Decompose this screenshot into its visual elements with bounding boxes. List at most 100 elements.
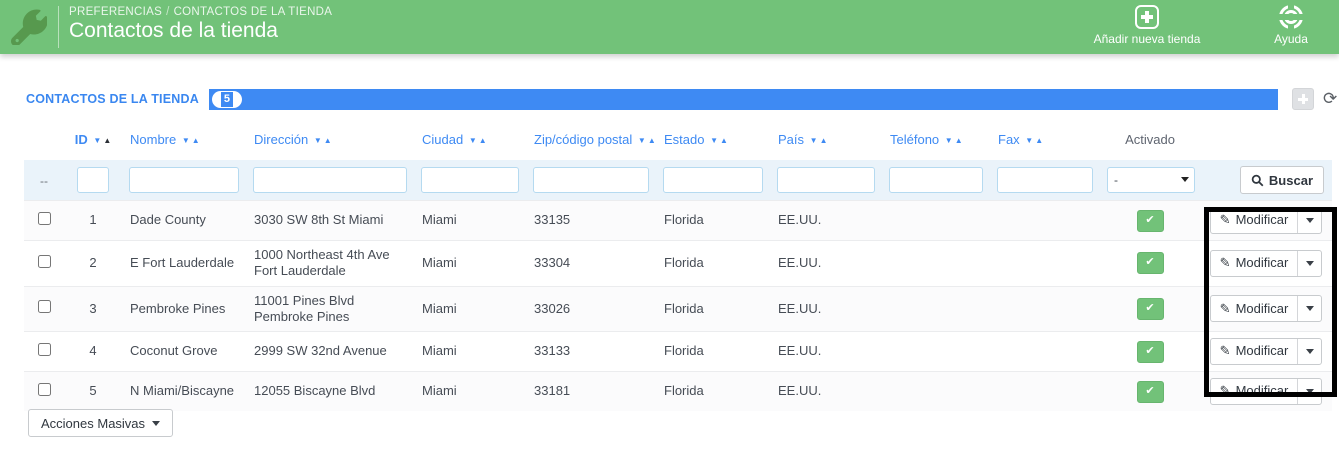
modify-button[interactable]: ✎ Modificar bbox=[1219, 212, 1289, 228]
sort-desc-icon[interactable]: ▼ bbox=[468, 136, 477, 145]
cell-ciudad: Miami bbox=[422, 300, 457, 316]
chevron-down-icon bbox=[152, 420, 161, 426]
filter-pais-input[interactable] bbox=[777, 167, 875, 193]
table-row: 5 N Miami/Biscayne 12055 Biscayne Blvd M… bbox=[24, 371, 1332, 411]
column-header-ciudad: Ciudad ▼ ▲ bbox=[422, 132, 487, 147]
refresh-icon[interactable]: ⟳ bbox=[1323, 89, 1338, 108]
cell-telefono bbox=[882, 241, 990, 287]
sort-asc-icon[interactable]: ▲ bbox=[1035, 136, 1044, 145]
sort-desc-icon[interactable]: ▼ bbox=[313, 136, 322, 145]
sort-asc-icon[interactable]: ▲ bbox=[323, 136, 332, 145]
modify-button[interactable]: ✎ Modificar bbox=[1219, 343, 1289, 359]
cell-nombre: N Miami/Biscayne bbox=[130, 383, 235, 399]
sort-desc-icon[interactable]: ▼ bbox=[637, 136, 646, 145]
panel-title: CONTACTOS DE LA TIENDA bbox=[24, 88, 209, 110]
cell-direccion: 11001 Pines Blvd Pembroke Pines bbox=[254, 292, 355, 324]
filter-nombre-input[interactable] bbox=[129, 167, 239, 193]
cell-pais: EE.UU. bbox=[778, 343, 822, 359]
row-actions-dropdown[interactable] bbox=[1297, 379, 1321, 404]
column-header-nombre: Nombre ▼ ▲ bbox=[130, 132, 200, 147]
filter-telefono-input[interactable] bbox=[889, 167, 983, 193]
row-checkbox[interactable] bbox=[37, 211, 51, 225]
filter-fax-input[interactable] bbox=[997, 167, 1093, 193]
cell-direccion: 12055 Biscayne Blvd bbox=[254, 383, 376, 399]
table-row: 3 Pembroke Pines 11001 Pines Blvd Pembro… bbox=[24, 286, 1332, 332]
sort-desc-icon[interactable]: ▼ bbox=[1025, 136, 1034, 145]
table-row: 4 Coconut Grove 2999 SW 32nd Avenue Miam… bbox=[24, 331, 1332, 372]
column-header-pais: País ▼ ▲ bbox=[778, 132, 828, 147]
pencil-icon: ✎ bbox=[1219, 255, 1231, 271]
row-actions-dropdown[interactable] bbox=[1297, 208, 1321, 233]
sort-desc-icon[interactable]: ▼ bbox=[809, 136, 818, 145]
modify-button[interactable]: ✎ Modificar bbox=[1219, 383, 1289, 399]
chevron-down-icon bbox=[1305, 218, 1314, 223]
cell-telefono bbox=[882, 332, 990, 372]
cell-ciudad: Miami bbox=[422, 212, 457, 228]
enabled-filter-select[interactable]: - bbox=[1107, 167, 1195, 193]
filter-zip-input[interactable] bbox=[533, 167, 649, 193]
sort-asc-icon[interactable]: ▲ bbox=[954, 136, 963, 145]
cell-fax bbox=[990, 201, 1100, 241]
enabled-toggle[interactable]: ✔ bbox=[1136, 340, 1164, 363]
help-icon bbox=[1278, 4, 1304, 30]
search-icon bbox=[1251, 174, 1264, 186]
modify-split-button: ✎ Modificar bbox=[1209, 338, 1323, 365]
row-checkbox[interactable] bbox=[37, 382, 51, 396]
header-divider bbox=[58, 6, 59, 48]
row-checkbox[interactable] bbox=[37, 342, 51, 356]
enabled-toggle[interactable]: ✔ bbox=[1136, 209, 1164, 232]
breadcrumb-page: CONTACTOS DE LA TIENDA bbox=[173, 6, 333, 18]
modify-button[interactable]: ✎ Modificar bbox=[1219, 255, 1289, 271]
sort-asc-icon[interactable]: ▲ bbox=[720, 136, 728, 145]
row-actions-dropdown[interactable] bbox=[1297, 339, 1321, 364]
plus-icon bbox=[1135, 5, 1159, 29]
enabled-toggle[interactable]: ✔ bbox=[1136, 252, 1164, 275]
column-header-telefono: Teléfono ▼ ▲ bbox=[890, 132, 963, 147]
row-actions-dropdown[interactable] bbox=[1297, 250, 1321, 276]
bulk-actions-button[interactable]: Acciones Masivas bbox=[28, 409, 174, 437]
chevron-down-icon bbox=[1305, 260, 1314, 266]
sort-desc-icon[interactable]: ▼ bbox=[181, 136, 190, 145]
sort-desc-icon[interactable]: ▼ bbox=[93, 136, 102, 145]
sort-desc-icon[interactable]: ▼ bbox=[710, 136, 719, 145]
check-icon: ✔ bbox=[1145, 301, 1155, 314]
help-button[interactable]: Ayuda bbox=[1227, 4, 1339, 46]
cell-estado: Florida bbox=[664, 212, 704, 228]
enabled-toggle[interactable]: ✔ bbox=[1136, 297, 1164, 320]
cell-fax bbox=[990, 286, 1100, 332]
breadcrumb-section[interactable]: PREFERENCIAS bbox=[69, 6, 163, 18]
chevron-down-icon bbox=[1305, 306, 1314, 312]
column-header-fax: Fax ▼ ▲ bbox=[998, 132, 1044, 147]
row-actions-dropdown[interactable] bbox=[1297, 296, 1321, 322]
page-header: PREFERENCIAS / CONTACTOS DE LA TIENDA Cont… bbox=[0, 0, 1339, 54]
sort-asc-icon[interactable]: ▲ bbox=[478, 136, 487, 145]
row-checkbox[interactable] bbox=[37, 300, 51, 314]
sort-asc-icon[interactable]: ▲ bbox=[191, 136, 200, 145]
cell-zip: 33026 bbox=[534, 300, 571, 316]
sort-asc-icon[interactable]: ▲ bbox=[819, 136, 828, 145]
panel-add-icon[interactable] bbox=[1292, 88, 1314, 110]
cell-ciudad: Miami bbox=[422, 343, 457, 359]
filter-ciudad-input[interactable] bbox=[421, 167, 519, 193]
sort-asc-icon[interactable]: ▲ bbox=[103, 136, 112, 145]
search-button[interactable]: Buscar bbox=[1239, 166, 1324, 194]
filter-id-input[interactable] bbox=[77, 167, 109, 193]
modify-split-button: ✎ Modificar bbox=[1209, 249, 1323, 277]
wrench-icon bbox=[0, 0, 58, 54]
add-new-store-button[interactable]: Añadir nueva tienda bbox=[1083, 5, 1211, 46]
sort-asc-icon[interactable]: ▲ bbox=[647, 136, 656, 145]
filter-direccion-input[interactable] bbox=[253, 167, 407, 193]
cell-estado: Florida bbox=[664, 343, 704, 359]
modify-button[interactable]: ✎ Modificar bbox=[1219, 300, 1289, 316]
pencil-icon: ✎ bbox=[1219, 343, 1231, 359]
filter-estado-input[interactable] bbox=[663, 167, 763, 193]
cell-pais: EE.UU. bbox=[778, 255, 822, 271]
cell-id: 5 bbox=[89, 383, 97, 399]
cell-pais: EE.UU. bbox=[778, 212, 822, 228]
row-checkbox[interactable] bbox=[37, 254, 51, 268]
cell-id: 2 bbox=[89, 255, 97, 271]
modify-split-button: ✎ Modificar bbox=[1209, 207, 1323, 234]
sort-desc-icon[interactable]: ▼ bbox=[944, 136, 953, 145]
pencil-icon: ✎ bbox=[1219, 383, 1231, 399]
enabled-toggle[interactable]: ✔ bbox=[1136, 380, 1164, 403]
